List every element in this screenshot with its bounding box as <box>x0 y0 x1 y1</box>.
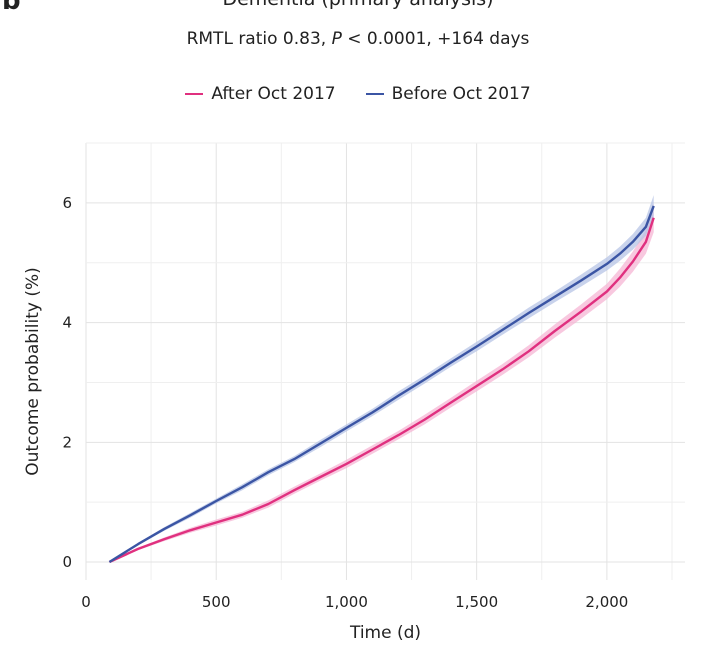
legend-item-before: Before Oct 2017 <box>365 84 531 104</box>
subtitle-suffix: < 0.0001, +164 days <box>341 29 530 49</box>
legend-swatch-after <box>185 93 204 95</box>
chart-legend: After Oct 2017 Before Oct 2017 <box>0 84 716 104</box>
x-tick-label: 2,000 <box>585 593 628 611</box>
x-tick-label: 1,000 <box>325 593 368 611</box>
x-tick-label: 500 <box>202 593 231 611</box>
y-tick-label: 2 <box>62 433 72 451</box>
x-tick-label: 0 <box>81 593 91 611</box>
chart-subtitle: RMTL ratio 0.83, P < 0.0001, +164 days <box>0 29 716 49</box>
y-tick-label: 4 <box>62 314 72 332</box>
panel-letter: b <box>2 0 21 16</box>
legend-item-after: After Oct 2017 <box>185 84 336 104</box>
x-axis-label: Time (d) <box>349 623 421 643</box>
legend-label-after: After Oct 2017 <box>211 84 336 104</box>
confidence-band-1 <box>109 195 654 562</box>
y-tick-label: 6 <box>62 194 72 212</box>
subtitle-prefix: RMTL ratio 0.83, <box>186 29 332 49</box>
legend-swatch-before <box>365 93 384 95</box>
chart-title: Dementia (primary analysis) <box>0 0 716 10</box>
y-axis-label: Outcome probability (%) <box>23 267 43 476</box>
y-tick-labels: 0 2 4 6 <box>62 194 72 571</box>
grid <box>85 142 685 580</box>
y-tick-label: 0 <box>62 553 72 571</box>
series-line-0 <box>108 217 655 564</box>
series-line-1 <box>108 205 655 564</box>
subtitle-p-symbol: P <box>331 29 342 49</box>
legend-label-before: Before Oct 2017 <box>391 84 531 104</box>
x-tick-label: 1,500 <box>455 593 498 611</box>
confidence-bands <box>109 195 654 562</box>
series-lines <box>108 205 655 564</box>
x-tick-labels: 0 500 1,000 1,500 2,000 <box>81 593 628 611</box>
